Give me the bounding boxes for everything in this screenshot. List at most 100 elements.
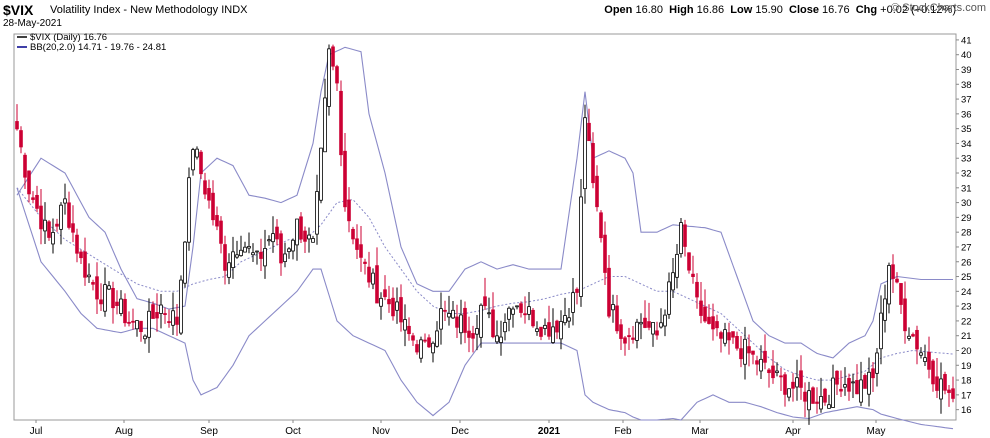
- candle-body: [907, 335, 911, 339]
- candle-body: [139, 320, 143, 333]
- candle-body: [243, 246, 247, 253]
- candle-body: [771, 365, 775, 379]
- candle-body: [355, 238, 359, 250]
- x-tick-label: 2021: [538, 426, 561, 437]
- candle-body: [67, 202, 71, 228]
- candle-body: [359, 244, 363, 258]
- y-tick-label: 37: [961, 95, 972, 106]
- bb-lower-band: [16, 187, 954, 430]
- candle-body: [459, 314, 463, 334]
- candle-body: [947, 389, 951, 393]
- candle-body: [479, 304, 483, 338]
- candle-body: [555, 320, 559, 333]
- candle-body: [51, 232, 55, 245]
- candle-body: [307, 234, 311, 240]
- candle-body: [267, 239, 271, 242]
- candle-body: [899, 283, 903, 305]
- candle-body: [247, 245, 251, 249]
- y-tick-label: 17: [961, 390, 972, 401]
- candle-body: [807, 390, 811, 411]
- y-tick-label: 40: [961, 50, 972, 61]
- candle-body: [903, 298, 907, 332]
- candle-body: [371, 272, 375, 285]
- candle-body: [527, 306, 531, 315]
- candle-body: [595, 175, 599, 208]
- candle-body: [455, 316, 459, 328]
- candle-body: [123, 298, 127, 324]
- candle-body: [851, 381, 855, 384]
- y-tick-label: 24: [961, 287, 972, 298]
- candle-body: [823, 388, 827, 403]
- bb-middle-band: [16, 187, 954, 381]
- candle-body: [471, 333, 475, 339]
- candle-body: [751, 350, 755, 355]
- y-tick-label: 18: [961, 376, 972, 387]
- candle-body: [483, 296, 487, 307]
- y-tick-label: 30: [961, 198, 972, 209]
- candle-body: [27, 170, 31, 195]
- candle-body: [403, 319, 407, 331]
- candle-body: [843, 384, 847, 388]
- candle-body: [215, 215, 219, 227]
- candle-body: [711, 316, 715, 330]
- candle-body: [943, 374, 947, 391]
- candle-body: [571, 292, 575, 313]
- candle-body: [163, 313, 167, 315]
- y-tick-label: 27: [961, 242, 972, 253]
- candle-body: [759, 358, 763, 372]
- y-tick-label: 34: [961, 139, 972, 150]
- candle-body: [407, 325, 411, 335]
- candle-body: [795, 377, 799, 388]
- candle-body: [415, 344, 419, 353]
- candle-body: [167, 321, 171, 323]
- candle-body: [679, 222, 683, 255]
- candle-body: [499, 336, 503, 343]
- y-tick-label: 38: [961, 80, 972, 91]
- candle-body: [623, 337, 627, 344]
- y-tick-label: 31: [961, 183, 972, 194]
- candle-body: [507, 307, 511, 320]
- candle-body: [503, 322, 507, 333]
- candle-body: [767, 369, 771, 374]
- candle-body: [283, 253, 287, 263]
- candle-body: [727, 332, 731, 341]
- candle-body: [143, 335, 147, 340]
- candle-body: [347, 199, 351, 222]
- candle-body: [487, 312, 491, 315]
- candle-body: [495, 335, 499, 343]
- candle-body: [91, 282, 95, 285]
- candle-body: [351, 228, 355, 240]
- candle-body: [687, 252, 691, 271]
- candle-body: [111, 287, 115, 309]
- candle-body: [575, 288, 579, 293]
- candle-body: [671, 272, 675, 291]
- y-tick-label: 33: [961, 154, 972, 165]
- candle-body: [927, 351, 931, 370]
- candle-body: [611, 304, 615, 311]
- candle-body: [115, 301, 119, 306]
- candle-body: [799, 370, 803, 388]
- candle-body: [627, 335, 631, 338]
- candle-body: [383, 289, 387, 298]
- candle-body: [311, 238, 315, 243]
- candle-body: [99, 299, 103, 305]
- candle-body: [339, 90, 343, 156]
- candle-body: [763, 350, 767, 363]
- x-tick-label: Dec: [451, 426, 469, 437]
- candle-body: [467, 330, 471, 338]
- x-tick-label: Mar: [691, 426, 709, 437]
- high-label: High: [669, 4, 694, 16]
- candle-body: [939, 378, 943, 400]
- candle-body: [23, 154, 27, 178]
- candle-body: [299, 216, 303, 240]
- candle-body: [663, 314, 667, 327]
- candle-body: [55, 223, 59, 227]
- y-tick-label: 16: [961, 405, 972, 416]
- candle-body: [335, 66, 339, 84]
- candle-body: [191, 149, 195, 171]
- candle-body: [747, 346, 751, 354]
- candle-body: [591, 143, 595, 184]
- candle-body: [915, 329, 919, 350]
- candle-body: [723, 329, 727, 344]
- candle-body: [259, 251, 263, 259]
